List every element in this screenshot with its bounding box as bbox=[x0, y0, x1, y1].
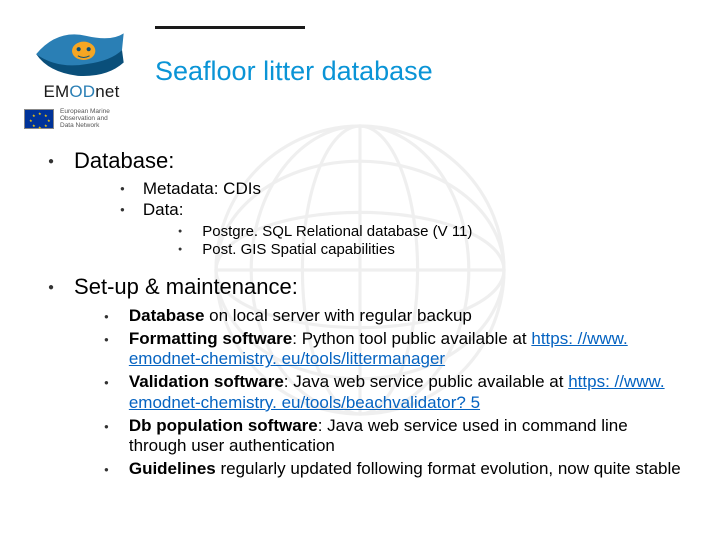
eu-tagline: European Marine Observation and Data Net… bbox=[60, 108, 110, 129]
bullet-icon: ● bbox=[48, 282, 54, 293]
bullet-icon: ● bbox=[104, 312, 109, 321]
list-item: ● Metadata: CDIs bbox=[120, 178, 690, 199]
bullet-icon: ● bbox=[178, 246, 182, 253]
logo-wordmark: EMODnet bbox=[24, 82, 139, 102]
bullet-icon: ● bbox=[104, 422, 109, 431]
list-item: ● Data: ● Postgre. SQL Relational databa… bbox=[120, 199, 690, 260]
eu-attribution: ★ ★ ★ ★ ★ ★ ★ ★ European Marine Observat… bbox=[24, 108, 139, 129]
bullet-icon: ● bbox=[104, 465, 109, 474]
eu-flag-icon: ★ ★ ★ ★ ★ ★ ★ ★ bbox=[24, 109, 54, 129]
list-item: ● Formatting software: Python tool publi… bbox=[104, 329, 690, 370]
list-item: ● Db population software: Java web servi… bbox=[104, 416, 690, 457]
bullet-icon: ● bbox=[120, 184, 125, 193]
list-item: ● Guidelines regularly updated following… bbox=[104, 459, 690, 480]
bullet-icon: ● bbox=[48, 156, 54, 167]
bullet-icon: ● bbox=[178, 228, 182, 235]
logo-fish-icon bbox=[32, 20, 132, 80]
emodnet-logo: EMODnet ★ ★ ★ ★ ★ ★ ★ ★ European Marine … bbox=[24, 20, 139, 129]
list-item: ● Post. GIS Spatial capabilities bbox=[178, 241, 690, 260]
slide-content: ● Database: ● Metadata: CDIs ● Data: bbox=[48, 148, 690, 494]
section-database: ● Database: ● Metadata: CDIs ● Data: bbox=[48, 148, 690, 260]
list-item: ● Validation software: Java web service … bbox=[104, 372, 690, 413]
section-heading: Set-up & maintenance: bbox=[74, 274, 298, 300]
title-rule bbox=[155, 26, 305, 29]
list-item: ● Database on local server with regular … bbox=[104, 306, 690, 327]
bullet-icon: ● bbox=[104, 378, 109, 387]
bullet-icon: ● bbox=[104, 335, 109, 344]
slide-title: Seafloor litter database bbox=[155, 56, 433, 87]
list-item: ● Postgre. SQL Relational database (V 11… bbox=[178, 223, 690, 242]
section-setup: ● Set-up & maintenance: ● Database on lo… bbox=[48, 274, 690, 480]
section-heading: Database: bbox=[74, 148, 174, 174]
bullet-icon: ● bbox=[120, 205, 125, 214]
